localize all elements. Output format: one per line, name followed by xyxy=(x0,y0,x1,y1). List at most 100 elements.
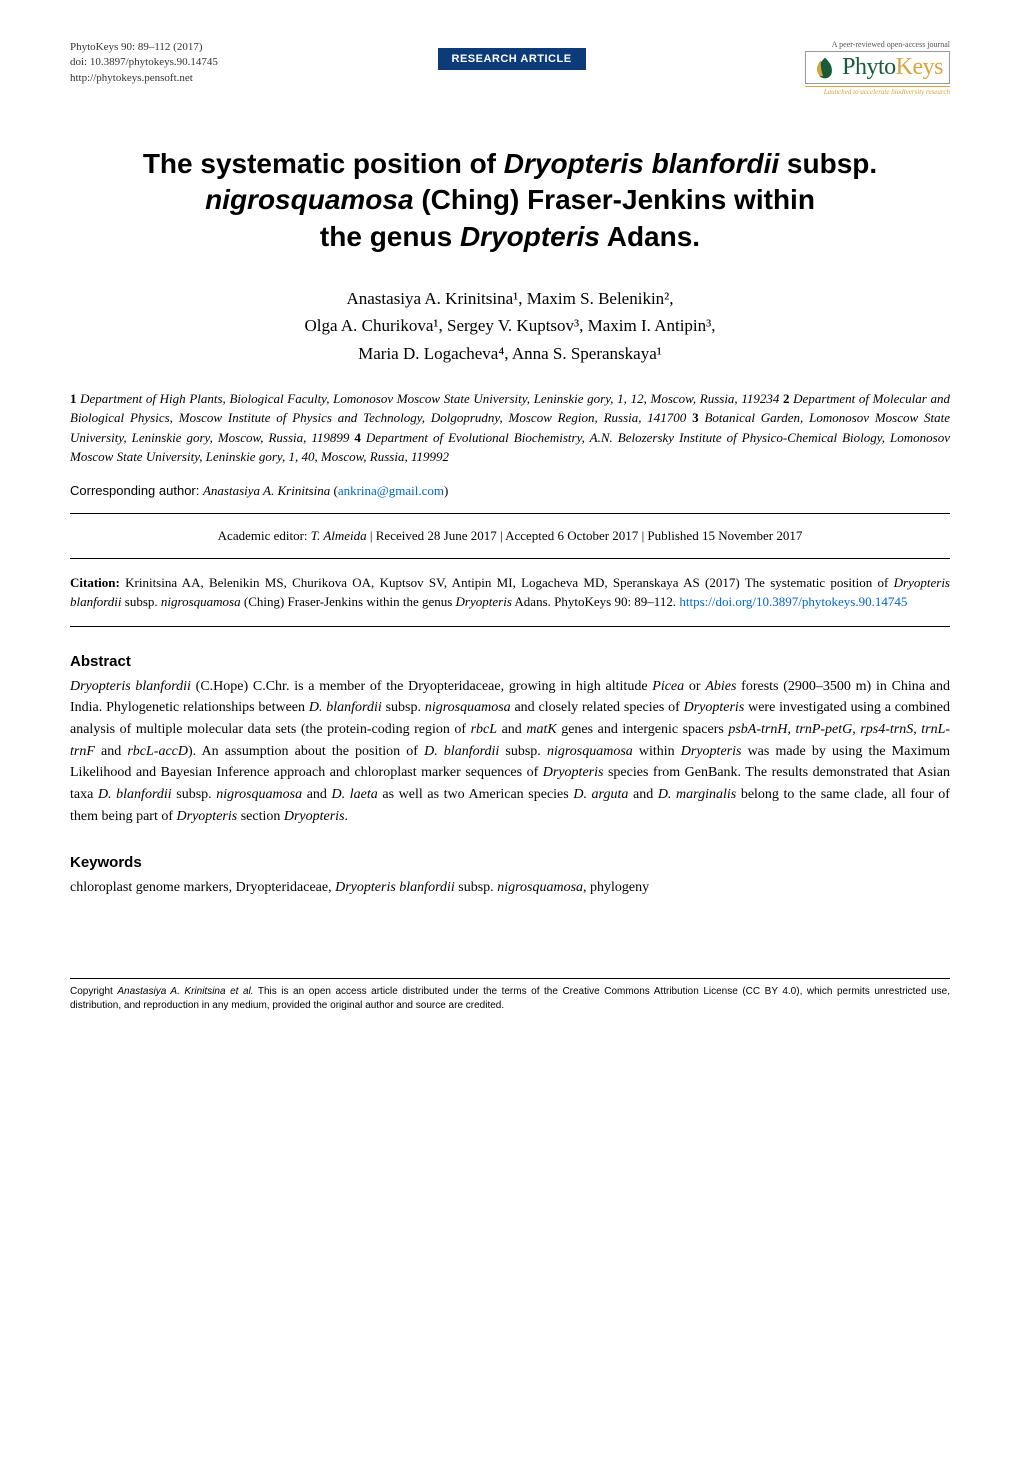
citation-text: Adans. PhytoKeys 90: 89–112. xyxy=(512,594,679,609)
abstract-text: subsp. xyxy=(499,744,547,759)
authors-block: Anastasiya A. Krinitsina¹, Maxim S. Bele… xyxy=(70,285,950,367)
header-row: PhytoKeys 90: 89–112 (2017) doi: 10.3897… xyxy=(70,40,950,96)
abstract-text: as well as two American species xyxy=(378,787,574,802)
leaf-icon xyxy=(812,55,838,81)
citation-italic: Dryopteris xyxy=(456,594,512,609)
divider xyxy=(70,513,950,514)
affil-text: Department of High Plants, Biological Fa… xyxy=(77,391,784,406)
abstract-italic: rps4-trnS xyxy=(860,722,913,737)
citation-block: Citation: Krinitsina AA, Belenikin MS, C… xyxy=(70,567,950,618)
abstract-heading: Abstract xyxy=(70,653,950,670)
abstract-italic: nigrosquamosa xyxy=(425,700,511,715)
footer-text: Copyright xyxy=(70,986,117,997)
corr-label: Corresponding author: xyxy=(70,483,203,498)
abstract-text: within xyxy=(633,744,681,759)
title-part: Adans. xyxy=(600,221,700,252)
keywords-text: chloroplast genome markers, Dryopteridac… xyxy=(70,880,335,895)
keywords-heading: Keywords xyxy=(70,854,950,871)
abstract-italic: trnP-petG xyxy=(796,722,853,737)
abstract-text: subsp. xyxy=(172,787,217,802)
abstract-italic: Dryopteris xyxy=(543,765,604,780)
abstract-text: . xyxy=(345,809,349,824)
keywords-text: subsp. xyxy=(455,880,497,895)
title-part: (Ching) Fraser-Jenkins within xyxy=(414,184,815,215)
abstract-text: (C.Hope) C.Chr. is a member of the Dryop… xyxy=(191,679,652,694)
citation-label: Citation: xyxy=(70,575,120,590)
citation-italic: nigrosquamosa xyxy=(161,594,241,609)
title-italic: Dryopteris blanfordii xyxy=(504,148,779,179)
authors-line: Olga A. Churikova¹, Sergey V. Kuptsov³, … xyxy=(70,312,950,339)
footer-italic: Anastasiya A. Krinitsina et al. xyxy=(117,986,253,997)
title-part: subsp. xyxy=(779,148,877,179)
abstract-text: and xyxy=(95,744,127,759)
keywords-italic: Dryopteris blanfordii xyxy=(335,880,455,895)
citation-text: subsp. xyxy=(122,594,161,609)
abstract-italic: nigrosquamosa xyxy=(547,744,633,759)
corr-paren: ( xyxy=(330,483,338,498)
logo-phyto: Phyto xyxy=(842,54,896,80)
journal-logo: A peer-reviewed open-access journal Phyt… xyxy=(805,40,950,96)
abstract-italic: nigrosquamosa xyxy=(216,787,302,802)
corr-email-link[interactable]: ankrina@gmail.com xyxy=(338,483,444,498)
keywords-text: , phylogeny xyxy=(583,880,649,895)
logo-keys: Keys xyxy=(896,54,943,80)
received-date: Received 28 June 2017 xyxy=(376,528,497,543)
abstract-italic: D. marginalis xyxy=(658,787,736,802)
abstract-text: section xyxy=(237,809,284,824)
doi-link[interactable]: https://doi.org/10.3897/phytokeys.90.147… xyxy=(679,594,907,609)
abstract-italic: Abies xyxy=(705,679,736,694)
research-article-badge: RESEARCH ARTICLE xyxy=(438,48,586,70)
abstract-text: and xyxy=(302,787,331,802)
abstract-text: subsp. xyxy=(382,700,425,715)
title-italic: nigrosquamosa xyxy=(205,184,413,215)
authors-line: Maria D. Logacheva⁴, Anna S. Speranskaya… xyxy=(70,340,950,367)
keywords-italic: nigrosquamosa xyxy=(497,880,583,895)
logo-text: PhytoKeys xyxy=(842,54,943,81)
abstract-text: , xyxy=(787,722,795,737)
divider xyxy=(70,558,950,559)
editor-label: Academic editor: xyxy=(218,528,311,543)
sep: | xyxy=(367,528,376,543)
title-part: the genus xyxy=(320,221,460,252)
abstract-text: genes and intergenic spacers xyxy=(557,722,729,737)
title-part: The systematic position of xyxy=(143,148,504,179)
article-title: The systematic position of Dryopteris bl… xyxy=(70,146,950,255)
abstract-italic: Dryopteris xyxy=(684,700,745,715)
abstract-text: ). An assumption about the position of xyxy=(188,744,424,759)
corresponding-author: Corresponding author: Anastasiya A. Krin… xyxy=(70,483,950,499)
editor-dates-row: Academic editor: T. Almeida | Received 2… xyxy=(70,522,950,550)
citation-text: Krinitsina AA, Belenikin MS, Churikova O… xyxy=(120,575,894,590)
abstract-text: and closely related species of xyxy=(511,700,684,715)
affiliations: 1 Department of High Plants, Biological … xyxy=(70,389,950,467)
sep: | xyxy=(497,528,505,543)
journal-ref: PhytoKeys 90: 89–112 (2017) xyxy=(70,40,218,55)
logo-main: PhytoKeys xyxy=(805,51,950,84)
logo-top-text: A peer-reviewed open-access journal xyxy=(805,40,950,49)
abstract-italic: Picea xyxy=(652,679,684,694)
keywords-body: chloroplast genome markers, Dryopteridac… xyxy=(70,877,950,898)
header-url: http://phytokeys.pensoft.net xyxy=(70,71,218,86)
abstract-body: Dryopteris blanfordii (C.Hope) C.Chr. is… xyxy=(70,676,950,828)
abstract-italic: D. arguta xyxy=(573,787,628,802)
editor-name: T. Almeida xyxy=(311,528,367,543)
logo-tagline: Launched to accelerate biodiversity rese… xyxy=(805,86,950,96)
abstract-text: and xyxy=(628,787,657,802)
abstract-italic: rbcL xyxy=(471,722,497,737)
abstract-italic: D. blanfordii xyxy=(98,787,172,802)
abstract-italic: Dryopteris xyxy=(284,809,345,824)
header-meta: PhytoKeys 90: 89–112 (2017) doi: 10.3897… xyxy=(70,40,218,86)
authors-line: Anastasiya A. Krinitsina¹, Maxim S. Bele… xyxy=(70,285,950,312)
citation-text: (Ching) Fraser-Jenkins within the genus xyxy=(241,594,456,609)
accepted-date: Accepted 6 October 2017 xyxy=(505,528,638,543)
abstract-italic: Dryopteris xyxy=(177,809,238,824)
abstract-italic: D. blanfordii xyxy=(424,744,499,759)
published-date: Published 15 November 2017 xyxy=(647,528,802,543)
abstract-text: or xyxy=(684,679,705,694)
abstract-italic: rbcL-accD xyxy=(127,744,188,759)
abstract-italic: Dryopteris xyxy=(681,744,742,759)
title-italic: Dryopteris xyxy=(460,221,600,252)
abstract-italic: matK xyxy=(526,722,556,737)
abstract-italic: psbA-trnH xyxy=(728,722,787,737)
copyright-footer: Copyright Anastasiya A. Krinitsina et al… xyxy=(70,978,950,1013)
abstract-text: and xyxy=(497,722,526,737)
